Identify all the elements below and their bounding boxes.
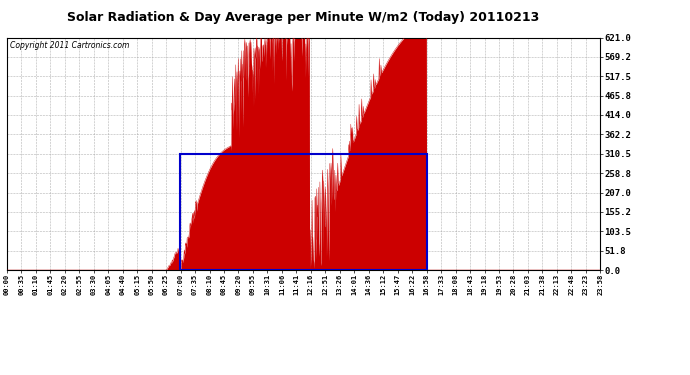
Text: Copyright 2011 Cartronics.com: Copyright 2011 Cartronics.com (10, 41, 129, 50)
Text: Solar Radiation & Day Average per Minute W/m2 (Today) 20110213: Solar Radiation & Day Average per Minute… (68, 11, 540, 24)
Bar (180, 154, 426, 270)
